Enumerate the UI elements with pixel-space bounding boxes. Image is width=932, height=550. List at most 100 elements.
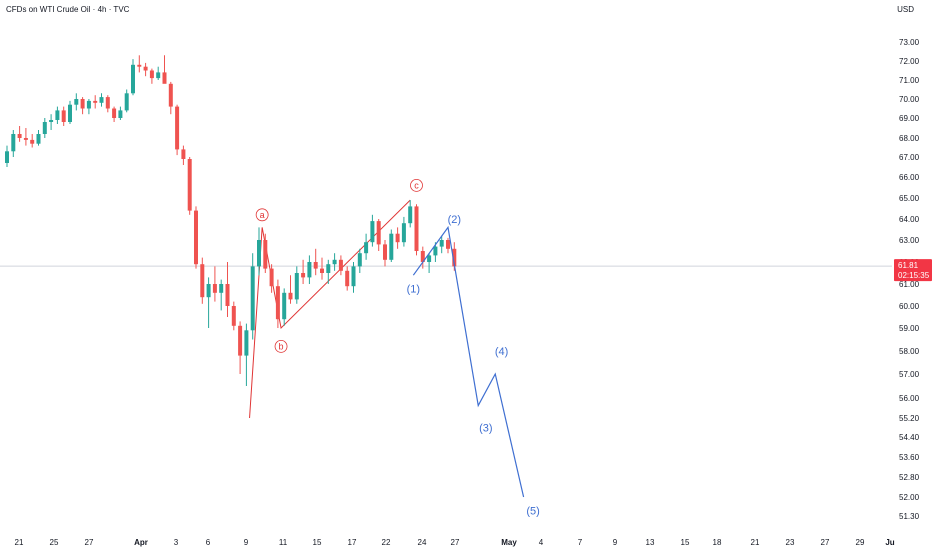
candle	[149, 68, 154, 84]
candle-body	[30, 139, 35, 144]
candle-body	[338, 259, 343, 271]
wave-label-2: (2)	[448, 214, 461, 226]
x-tick-label: 24	[418, 538, 427, 547]
candle	[187, 157, 192, 215]
candle	[326, 259, 331, 284]
y-tick-label: 57.00	[899, 370, 920, 379]
candle-body	[42, 122, 47, 134]
candle	[17, 126, 22, 142]
wave-label-circle	[274, 339, 288, 353]
candle	[93, 95, 98, 109]
candle-body	[99, 97, 104, 103]
candle-body	[49, 120, 54, 122]
candle-body	[383, 244, 387, 260]
candle-body	[137, 64, 142, 67]
candle	[345, 266, 350, 291]
candle	[118, 106, 123, 120]
candle-body	[80, 99, 85, 109]
candle-body	[408, 206, 413, 224]
y-tick-label: 56.00	[899, 394, 920, 403]
candle-body	[105, 97, 110, 109]
y-tick-label: 72.00	[899, 57, 920, 66]
candle	[194, 206, 198, 269]
candle-body	[68, 104, 72, 122]
candle-body	[427, 255, 432, 262]
candle	[99, 93, 104, 107]
candle-body	[225, 284, 230, 306]
candle	[414, 204, 419, 256]
candle	[5, 145, 9, 167]
y-tick-label: 68.00	[899, 134, 920, 143]
candle	[389, 229, 394, 262]
candle-body	[313, 262, 318, 269]
candle	[61, 106, 66, 126]
candle	[307, 255, 312, 284]
candle	[231, 301, 236, 331]
candle-body	[370, 221, 375, 243]
x-tick-label: 29	[856, 538, 865, 547]
y-tick-label: 71.00	[899, 76, 920, 85]
candle-body	[156, 72, 161, 79]
candle	[288, 275, 293, 304]
x-tick-label: 15	[681, 538, 690, 547]
candle-body	[36, 134, 41, 144]
price-tag-value: 61.81	[898, 261, 919, 270]
candle	[23, 128, 28, 146]
y-tick-label: 60.00	[899, 302, 920, 311]
candle	[269, 264, 274, 293]
x-tick-label: Apr	[134, 538, 148, 547]
x-tick-label: 21	[15, 538, 24, 547]
candle-body	[263, 240, 268, 269]
x-tick-label: 23	[786, 538, 795, 547]
candle	[275, 279, 280, 328]
candle-body	[357, 253, 362, 267]
candle	[357, 248, 362, 273]
candle-body	[118, 110, 123, 118]
candle-body	[17, 134, 22, 138]
candle	[36, 130, 41, 146]
candle	[376, 219, 381, 251]
x-tick-label: May	[501, 538, 517, 547]
candle	[68, 100, 72, 124]
wave-label-circle	[410, 178, 423, 192]
candle-body	[219, 284, 224, 293]
candle-body	[376, 221, 381, 245]
y-tick-label: 70.00	[899, 95, 920, 104]
candle	[105, 95, 110, 113]
wave-labels: (1) (2) (3) (4) (5) a b c	[255, 178, 540, 518]
candle-body	[401, 223, 406, 243]
candle-body	[307, 262, 312, 278]
y-tick-label: 69.00	[899, 114, 920, 123]
wave-label-text: a	[260, 210, 265, 220]
candle-body	[187, 159, 192, 211]
candle-body	[244, 330, 249, 356]
x-tick-label: 18	[713, 538, 722, 547]
wave-label-5: (5)	[526, 506, 539, 518]
candle	[143, 62, 148, 77]
y-tick-label: 55.20	[899, 414, 920, 423]
candle-body	[194, 210, 198, 265]
y-tick-label: 59.00	[899, 324, 920, 333]
candle-body	[275, 286, 280, 320]
x-tick-label: 11	[279, 538, 288, 547]
candle	[86, 99, 91, 115]
candle	[313, 248, 318, 276]
candle	[401, 216, 406, 247]
candle	[11, 130, 16, 157]
candle	[320, 257, 324, 280]
candle-body	[23, 138, 28, 140]
wave-label-text: c	[414, 180, 419, 190]
x-tick-label: 27	[821, 538, 830, 547]
y-tick-label: 52.80	[899, 473, 920, 482]
candle-body	[320, 268, 324, 273]
candle-body	[86, 100, 91, 109]
candle	[212, 266, 217, 302]
candle	[282, 288, 287, 326]
y-tick-label: 51.30	[899, 512, 920, 521]
candle	[420, 246, 425, 269]
abc-line	[249, 199, 411, 419]
candle	[351, 262, 356, 293]
candle-body	[206, 284, 211, 298]
